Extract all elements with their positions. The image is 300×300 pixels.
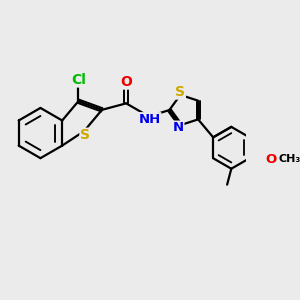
Text: N: N [173,121,184,134]
Text: O: O [265,153,276,166]
Text: Cl: Cl [71,73,86,87]
Text: S: S [80,128,90,142]
Text: O: O [120,75,132,89]
Text: NH: NH [139,113,161,126]
Text: CH₃: CH₃ [279,154,300,164]
Text: S: S [175,85,185,99]
